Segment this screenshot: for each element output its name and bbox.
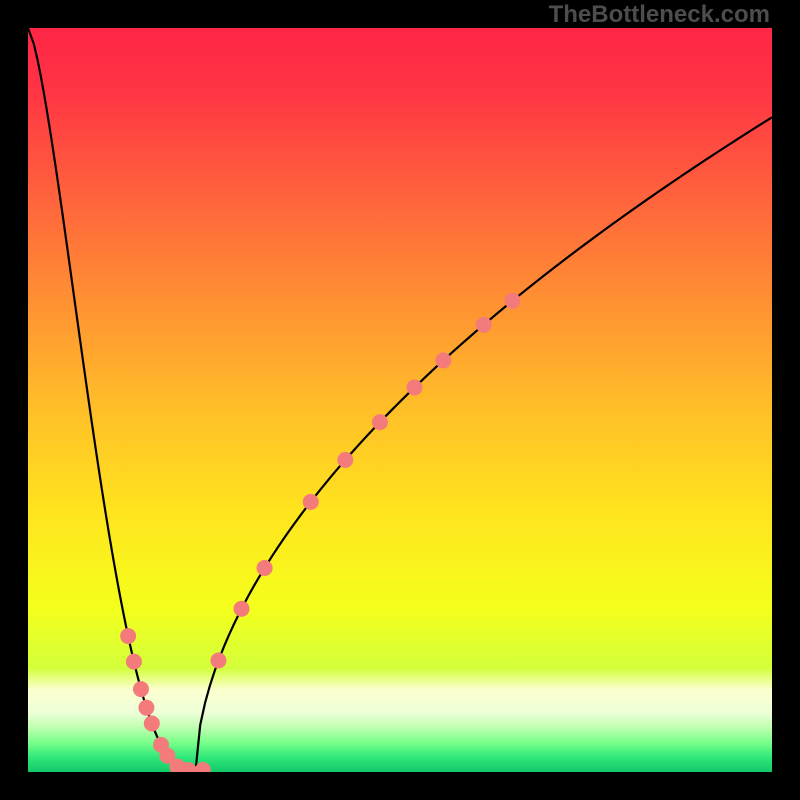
border-bottom <box>0 772 800 800</box>
chart-svg <box>28 28 772 772</box>
data-marker <box>257 561 272 576</box>
data-marker <box>211 653 226 668</box>
border-right <box>772 0 800 800</box>
data-marker <box>144 716 159 731</box>
data-marker <box>234 601 249 616</box>
data-marker <box>139 700 154 715</box>
data-marker <box>121 629 136 644</box>
data-marker <box>476 317 491 332</box>
data-marker <box>407 380 422 395</box>
data-marker <box>436 353 451 368</box>
data-marker <box>133 682 148 697</box>
border-left <box>0 0 28 800</box>
data-marker <box>505 293 520 308</box>
data-marker <box>126 654 141 669</box>
plot-area <box>28 28 772 772</box>
data-marker <box>338 452 353 467</box>
data-marker <box>303 494 318 509</box>
chart-frame: TheBottleneck.com <box>0 0 800 800</box>
data-marker <box>372 415 387 430</box>
watermark-text: TheBottleneck.com <box>549 1 770 29</box>
